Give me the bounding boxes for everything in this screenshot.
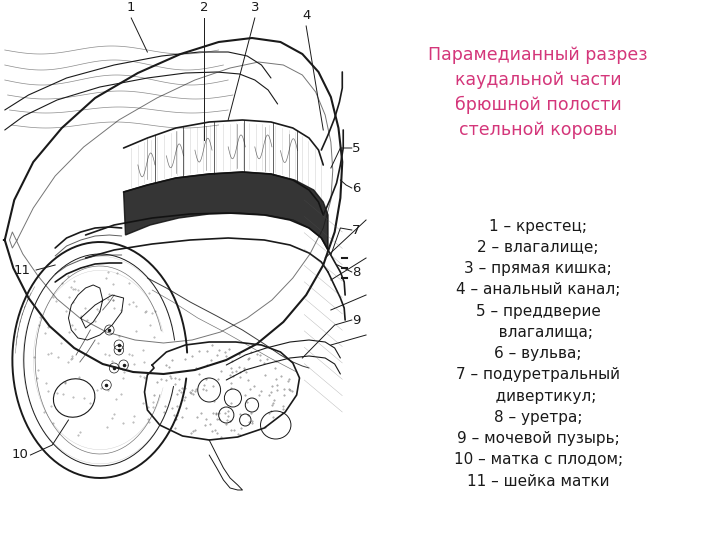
Text: Парамедианный разрез
каудальной части
брюшной полости
стельной коровы: Парамедианный разрез каудальной части бр… [428, 46, 648, 139]
Text: 4: 4 [302, 9, 310, 22]
Text: 11: 11 [13, 264, 30, 276]
Text: 2: 2 [200, 1, 209, 14]
Text: 8: 8 [352, 266, 360, 279]
Polygon shape [124, 172, 328, 250]
Text: 7: 7 [352, 224, 360, 237]
Text: 6: 6 [352, 181, 360, 194]
Text: 3: 3 [251, 1, 259, 14]
Text: 1 – крестец;
2 – влагалище;
3 – прямая кишка;
4 – анальный канал;
5 – преддверие: 1 – крестец; 2 – влагалище; 3 – прямая к… [454, 219, 623, 489]
Text: 9: 9 [352, 314, 360, 327]
Text: 1: 1 [127, 1, 135, 14]
Text: 10: 10 [12, 449, 28, 462]
Text: 5: 5 [352, 141, 360, 154]
